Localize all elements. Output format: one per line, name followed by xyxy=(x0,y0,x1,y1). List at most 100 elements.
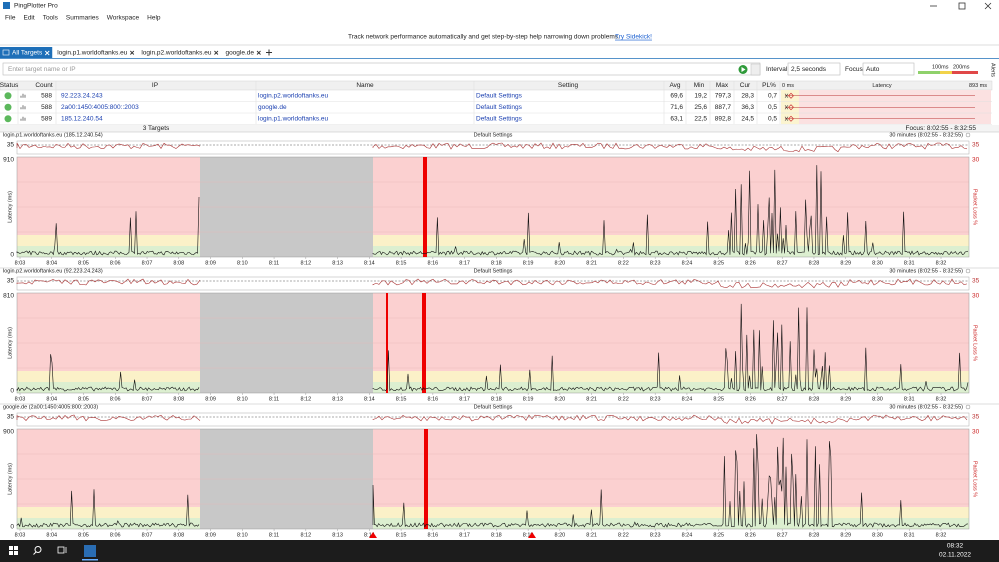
target-input-placeholder: Enter target name or IP xyxy=(8,66,76,73)
window-controls[interactable] xyxy=(930,2,992,10)
tab[interactable] xyxy=(0,47,53,58)
time-tick-label: 8:20 xyxy=(555,396,566,402)
packet-loss-bar xyxy=(386,293,388,393)
alert-marker[interactable] xyxy=(369,532,377,538)
panel-range: 30 minutes (8:02:55 - 8:32:55) xyxy=(889,268,963,274)
time-tick-label: 8:17 xyxy=(459,260,470,266)
table-cell: 36,3 xyxy=(741,104,754,111)
add-tab[interactable] xyxy=(266,49,273,56)
tab[interactable] xyxy=(138,47,221,58)
tab[interactable] xyxy=(222,47,264,58)
column-header: 0 ms xyxy=(782,83,794,89)
time-tick-label: 8:12 xyxy=(300,532,311,538)
packet-loss-bar xyxy=(424,429,428,529)
time-tick-label: 8:06 xyxy=(110,532,121,538)
time-tick-label: 8:08 xyxy=(173,396,184,402)
time-tick-label: 8:05 xyxy=(78,532,89,538)
table-cell[interactable]: login.p2.worldoftanks.eu xyxy=(258,92,328,99)
time-tick-label: 8:30 xyxy=(872,260,883,266)
strip-max-left: 35 xyxy=(7,278,15,285)
task-view-icon[interactable] xyxy=(57,546,67,554)
table-cell: 22,5 xyxy=(694,115,707,122)
table-cell[interactable]: google.de xyxy=(258,104,287,111)
clock-time: 08:32 xyxy=(947,543,964,550)
status-indicator xyxy=(4,115,12,123)
time-tick-label: 8:26 xyxy=(745,396,756,402)
time-tick-label: 8:11 xyxy=(269,532,279,538)
table-cell[interactable]: 185.12.240.54 xyxy=(61,115,103,122)
menu-item[interactable]: File xyxy=(5,15,16,22)
column-header: Min xyxy=(694,82,705,89)
tab-label: login.p1.worldoftanks.eu xyxy=(57,50,127,57)
table-cell: Default Settings xyxy=(476,92,523,99)
interval-select[interactable] xyxy=(787,62,841,76)
time-tick-label: 8:30 xyxy=(872,532,883,538)
time-tick-label: 8:05 xyxy=(78,260,89,266)
latency-marker xyxy=(788,92,794,99)
menu-item[interactable]: Summaries xyxy=(66,15,100,22)
alert-marker[interactable] xyxy=(528,532,536,538)
panel-options[interactable] xyxy=(965,404,971,410)
table-cell: 887,7 xyxy=(715,104,732,111)
latency-min-marker xyxy=(784,116,789,121)
menu-item[interactable]: Workspace xyxy=(107,15,140,22)
time-tick-label: 8:25 xyxy=(713,396,724,402)
graph-icon xyxy=(20,116,26,121)
time-tick-label: 8:11 xyxy=(269,396,279,402)
focus-range: Focus: 8:02:55 - 8:32:55 xyxy=(906,125,977,132)
panel-options[interactable] xyxy=(965,132,971,138)
time-tick-label: 8:17 xyxy=(459,396,470,402)
app-icon xyxy=(3,2,10,9)
alerts-tab[interactable]: Alerts xyxy=(990,63,996,77)
latency-min-marker xyxy=(784,105,789,110)
loss-max: 30 xyxy=(972,429,980,436)
time-tick-label: 8:05 xyxy=(78,396,89,402)
latency-min: 0 xyxy=(10,388,14,395)
graph-icon xyxy=(20,93,26,98)
table-cell: 797,3 xyxy=(715,92,732,99)
zone-green xyxy=(17,518,969,529)
banner-text: Track network performance automatically … xyxy=(348,34,620,41)
table-cell[interactable]: login.p1.worldoftanks.eu xyxy=(258,115,328,122)
time-tick-label: 8:14 xyxy=(364,260,375,266)
latency-marker xyxy=(788,115,794,122)
jitter-trace xyxy=(16,142,968,153)
strip-max-left: 35 xyxy=(7,142,15,149)
active-indicator xyxy=(82,559,98,561)
menu-item[interactable]: Edit xyxy=(23,15,34,22)
start-dropdown[interactable] xyxy=(750,63,761,76)
table-cell[interactable]: 92.223.24.243 xyxy=(61,92,103,99)
time-tick-label: 8:08 xyxy=(173,260,184,266)
time-tick-label: 8:04 xyxy=(46,260,57,266)
table-cell[interactable]: 2a00:1450:4005:800::2003 xyxy=(61,104,139,111)
pingplotter-taskbar-icon[interactable] xyxy=(84,545,96,557)
menu-item[interactable]: Tools xyxy=(43,15,59,22)
latency-trace xyxy=(16,165,969,256)
time-tick-label: 8:25 xyxy=(713,260,724,266)
jitter-trace xyxy=(16,414,968,425)
menu-item[interactable]: Help xyxy=(147,15,161,22)
latency-max: 900 xyxy=(3,429,14,436)
start-icon[interactable] xyxy=(9,546,18,555)
target-count: 3 Targets xyxy=(143,125,170,132)
tab[interactable] xyxy=(54,47,137,58)
time-tick-label: 8:21 xyxy=(586,396,597,402)
time-tick-label: 8:10 xyxy=(237,260,248,266)
banner-link[interactable]: Try Sidekick! xyxy=(615,34,652,41)
table-cell: 0,5 xyxy=(768,104,777,111)
latency-trace xyxy=(16,303,969,392)
graph-frame xyxy=(16,292,970,394)
panel-title: google.de (2a00:1450:4005:800::2003) xyxy=(3,404,98,410)
search-icon[interactable] xyxy=(33,546,42,555)
panel-options[interactable] xyxy=(965,268,971,274)
time-tick-label: 8:23 xyxy=(650,260,661,266)
scale-200ms: 200ms xyxy=(953,64,970,70)
graph-frame xyxy=(16,428,970,530)
tab-label: login.p2.worldoftanks.eu xyxy=(141,50,211,57)
panel-range: 30 minutes (8:02:55 - 8:32:55) xyxy=(889,132,963,138)
time-tick-label: 8:03 xyxy=(15,396,26,402)
focus-select[interactable] xyxy=(862,62,915,76)
target-input[interactable] xyxy=(2,62,761,76)
jitter-strip xyxy=(16,412,970,427)
